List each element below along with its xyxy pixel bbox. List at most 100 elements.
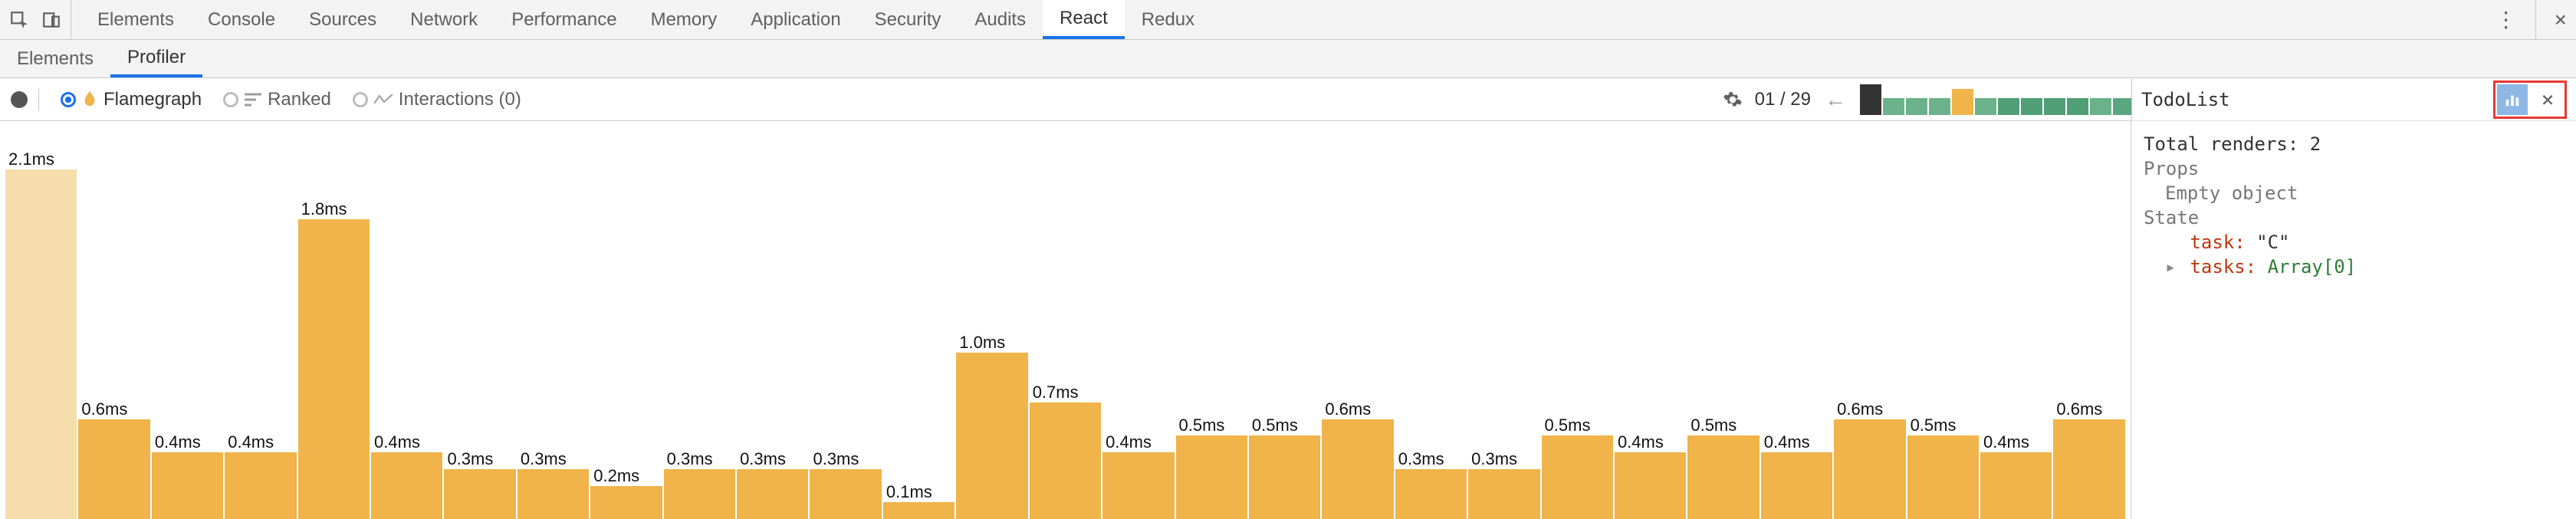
ranked-bar[interactable]: 0.3ms: [809, 449, 882, 519]
react-subtab-profiler[interactable]: Profiler: [110, 40, 202, 77]
commit-cell[interactable]: [2067, 98, 2088, 115]
bar-rect[interactable]: [518, 469, 589, 519]
bar-rect[interactable]: [371, 452, 442, 519]
bar-rect[interactable]: [78, 419, 150, 519]
expand-caret-icon[interactable]: ▸: [2165, 256, 2179, 278]
ranked-bar[interactable]: 0.4ms: [370, 432, 443, 519]
ranked-bar[interactable]: 0.3ms: [1395, 449, 1467, 519]
devtools-tab-react[interactable]: React: [1043, 0, 1125, 39]
bar-rect[interactable]: [664, 469, 735, 519]
ranked-bar[interactable]: 0.3ms: [736, 449, 809, 519]
ranked-bar[interactable]: 0.7ms: [1029, 383, 1102, 519]
bar-rect[interactable]: [1907, 435, 1979, 519]
ranked-bar[interactable]: 0.4ms: [224, 432, 297, 519]
bar-rect[interactable]: [1322, 419, 1393, 519]
bar-rect[interactable]: [883, 502, 955, 519]
devtools-tab-performance[interactable]: Performance: [495, 0, 633, 39]
bar-rect[interactable]: [1834, 419, 1905, 519]
commit-cell[interactable]: [1975, 98, 1996, 115]
bar-rect[interactable]: [810, 469, 881, 519]
commit-cell[interactable]: [1860, 84, 1881, 115]
ranked-bar[interactable]: 0.3ms: [443, 449, 516, 519]
chart-toggle-button[interactable]: [2497, 84, 2528, 115]
ranked-bar[interactable]: 0.5ms: [1175, 416, 1248, 519]
kebab-menu-icon[interactable]: ⋮: [2496, 7, 2517, 32]
bar-rect[interactable]: [225, 452, 296, 519]
react-subtab-elements[interactable]: Elements: [0, 40, 110, 77]
commit-cell[interactable]: [1952, 89, 1973, 115]
devtools-tab-memory[interactable]: Memory: [634, 0, 734, 39]
devtools-tab-elements[interactable]: Elements: [80, 0, 191, 39]
ranked-bar[interactable]: 0.5ms: [1907, 416, 1980, 519]
mode-ranked[interactable]: Ranked: [212, 89, 342, 110]
bar-rect[interactable]: [1615, 452, 1686, 519]
bar-rect[interactable]: [1030, 402, 1101, 519]
ranked-bar[interactable]: 0.3ms: [663, 449, 736, 519]
bar-rect[interactable]: [1395, 469, 1467, 519]
ranked-chart-pane: 2.1ms0.6ms0.4ms0.4ms1.8ms0.4ms0.3ms0.3ms…: [0, 121, 2131, 519]
devtools-tab-network[interactable]: Network: [393, 0, 495, 39]
ranked-bar[interactable]: 0.6ms: [2052, 399, 2125, 519]
ranked-bar[interactable]: 0.3ms: [1467, 449, 1540, 519]
prev-commit-button[interactable]: ←: [1820, 87, 1851, 112]
devtools-tab-application[interactable]: Application: [734, 0, 857, 39]
bar-rect[interactable]: [956, 353, 1027, 519]
ranked-bar[interactable]: 0.4ms: [1102, 432, 1175, 519]
bar-label: 0.3ms: [737, 449, 808, 469]
bar-rect[interactable]: [5, 169, 77, 519]
ranked-bar[interactable]: 0.5ms: [1248, 416, 1321, 519]
ranked-bar[interactable]: 0.4ms: [1760, 432, 1833, 519]
ranked-bar[interactable]: 0.4ms: [151, 432, 224, 519]
ranked-bar[interactable]: 0.6ms: [1321, 399, 1394, 519]
bar-rect[interactable]: [1468, 469, 1539, 519]
bar-rect[interactable]: [1687, 435, 1759, 519]
devtools-tab-redux[interactable]: Redux: [1125, 0, 1211, 39]
ranked-bar[interactable]: 0.4ms: [1980, 432, 2052, 519]
state-tasks-row[interactable]: ▸ tasks: Array[0]: [2144, 256, 2564, 278]
commit-cell[interactable]: [2090, 98, 2111, 115]
device-toggle-icon[interactable]: [41, 10, 61, 30]
ranked-bar[interactable]: 0.6ms: [1833, 399, 1906, 519]
record-button[interactable]: [11, 91, 28, 108]
devtools-top-bar: ElementsConsoleSourcesNetworkPerformance…: [0, 0, 2576, 40]
close-devtools-icon[interactable]: ×: [2555, 8, 2567, 32]
bar-rect[interactable]: [152, 452, 223, 519]
ranked-bar[interactable]: 0.3ms: [517, 449, 590, 519]
commit-cell[interactable]: [1906, 98, 1927, 115]
commit-cell[interactable]: [1998, 98, 2019, 115]
inspect-icon[interactable]: [9, 10, 29, 30]
commit-cell[interactable]: [2044, 98, 2065, 115]
mode-flamegraph[interactable]: Flamegraph: [50, 89, 212, 110]
ranked-bar[interactable]: 0.4ms: [1614, 432, 1687, 519]
devtools-tab-sources[interactable]: Sources: [292, 0, 393, 39]
bar-rect[interactable]: [298, 219, 370, 519]
bar-rect[interactable]: [444, 469, 515, 519]
ranked-bar[interactable]: 2.1ms: [5, 149, 77, 519]
ranked-bar[interactable]: 1.8ms: [297, 199, 370, 519]
devtools-tab-console[interactable]: Console: [191, 0, 292, 39]
ranked-bar[interactable]: 0.5ms: [1541, 416, 1614, 519]
bar-rect[interactable]: [1102, 452, 1174, 519]
gear-icon[interactable]: [1723, 90, 1743, 110]
bar-rect[interactable]: [1542, 435, 1613, 519]
ranked-bar[interactable]: 0.1ms: [882, 482, 955, 519]
bar-rect[interactable]: [590, 486, 662, 519]
devtools-tab-security[interactable]: Security: [858, 0, 958, 39]
commit-cell[interactable]: [1929, 98, 1950, 115]
devtools-tab-audits[interactable]: Audits: [958, 0, 1043, 39]
bar-rect[interactable]: [1249, 435, 1320, 519]
ranked-bar[interactable]: 0.5ms: [1687, 416, 1760, 519]
bar-rect[interactable]: [1761, 452, 1832, 519]
mode-interactions[interactable]: Interactions (0): [342, 89, 532, 110]
bar-rect[interactable]: [737, 469, 808, 519]
bar-label: 0.5ms: [1249, 416, 1320, 435]
commit-cell[interactable]: [2021, 98, 2042, 115]
ranked-bar[interactable]: 1.0ms: [955, 333, 1028, 519]
bar-rect[interactable]: [1176, 435, 1247, 519]
bar-rect[interactable]: [2053, 419, 2124, 519]
commit-cell[interactable]: [1883, 98, 1904, 115]
ranked-bar[interactable]: 0.2ms: [590, 466, 662, 519]
close-details-button[interactable]: ×: [2532, 84, 2563, 115]
ranked-bar[interactable]: 0.6ms: [77, 399, 150, 519]
bar-rect[interactable]: [1980, 452, 2052, 519]
